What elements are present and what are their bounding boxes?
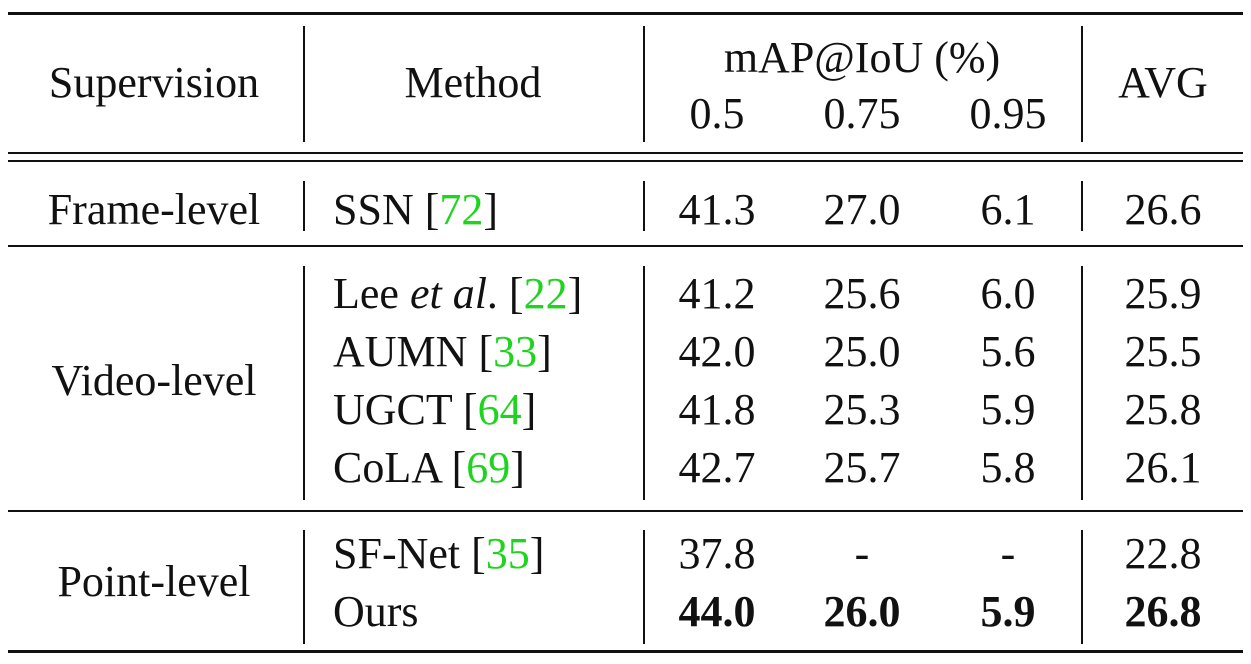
col-divider-g2-3 [1081,266,1083,500]
method-name: Ours [333,587,419,636]
method-name: SSN [72] [333,185,499,234]
value-iou-0.95: 6.0 [980,269,1036,318]
header-supervision: Supervision [48,58,260,107]
header-map-iou: mAP@IoU (%) [723,33,1001,82]
value-iou-0.75: 26.0 [823,587,901,636]
value-iou-0.75: 25.0 [823,327,901,376]
value-iou-0.75: 25.6 [823,269,901,318]
header-iou-0.75: 0.75 [823,89,901,138]
citation-link[interactable]: 72 [439,185,484,234]
value-avg: 22.8 [1124,529,1202,578]
group-rule-1 [8,245,1243,247]
value-iou-0.5: 41.2 [678,269,756,318]
method-name: Lee et al. [22] [333,269,583,318]
header-method: Method [404,58,542,107]
value-avg: 25.8 [1124,385,1202,434]
value-iou-0.5: 37.8 [678,529,756,578]
col-divider-g2-2 [643,266,645,500]
header-avg: AVG [1118,58,1208,107]
value-avg: 26.8 [1124,587,1202,636]
value-iou-0.5: 42.0 [678,327,756,376]
value-iou-0.5: 41.8 [678,385,756,434]
header-iou-0.95: 0.95 [969,89,1047,138]
value-iou-0.95: - [1000,529,1016,578]
bottom-rule [8,650,1243,653]
col-divider-g1-2 [643,181,645,231]
value-iou-0.95: 5.9 [980,385,1036,434]
method-name: SF-Net [35] [333,529,545,578]
citation-link[interactable]: 33 [493,327,538,376]
value-iou-0.75: 25.3 [823,385,901,434]
citation-link[interactable]: 64 [477,385,522,434]
supervision-label: Video-level [51,356,257,405]
header-double-rule-upper [8,152,1243,154]
value-iou-0.95: 5.6 [980,327,1036,376]
col-divider-g1-3 [1081,181,1083,231]
col-divider-g3-3 [1081,530,1083,644]
citation-link[interactable]: 35 [485,529,530,578]
header-iou-0.5: 0.5 [689,89,745,138]
supervision-label: Frame-level [47,185,261,234]
col-divider-g3-1 [303,530,305,644]
value-iou-0.95: 5.8 [980,443,1036,492]
value-avg: 26.6 [1124,185,1202,234]
value-iou-0.5: 41.3 [678,185,756,234]
method-name: AUMN [33] [333,327,552,376]
group-rule-2 [8,510,1243,512]
value-iou-0.5: 42.7 [678,443,756,492]
value-avg: 25.9 [1124,269,1202,318]
value-iou-0.75: - [854,529,870,578]
value-avg: 25.5 [1124,327,1202,376]
value-iou-0.95: 5.9 [980,587,1036,636]
col-divider-header-3 [1081,26,1083,142]
supervision-label: Point-level [57,557,251,606]
citation-link[interactable]: 69 [466,443,511,492]
value-iou-0.75: 25.7 [823,443,901,492]
citation-link[interactable]: 22 [523,269,568,318]
col-divider-header-1 [303,26,305,142]
method-name: CoLA [69] [333,443,525,492]
value-iou-0.5: 44.0 [678,587,756,636]
method-name: UGCT [64] [333,385,537,434]
top-rule [8,12,1243,15]
col-divider-g2-1 [303,266,305,500]
value-iou-0.75: 27.0 [823,185,901,234]
value-avg: 26.1 [1124,443,1202,492]
value-iou-0.95: 6.1 [980,185,1036,234]
col-divider-header-2 [643,26,645,142]
col-divider-g3-2 [643,530,645,644]
header-double-rule-lower [8,160,1243,162]
col-divider-g1-1 [303,181,305,231]
